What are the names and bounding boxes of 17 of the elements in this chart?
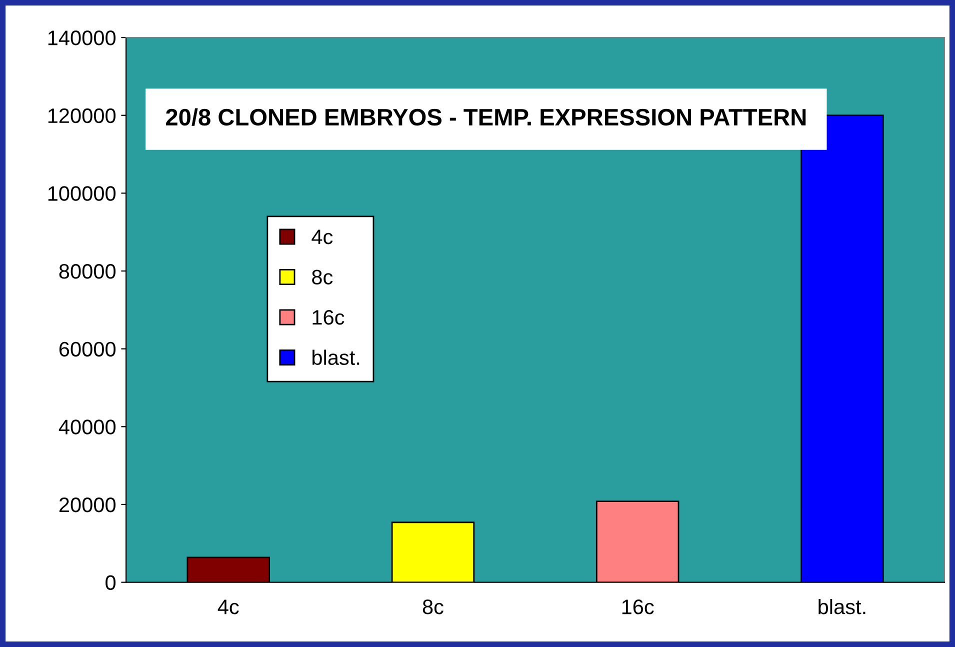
y-tick-label: 60000	[59, 342, 116, 357]
x-tick-label: 8c	[422, 600, 444, 614]
legend-label: 4c	[312, 230, 333, 244]
y-tick-label: 120000	[48, 108, 116, 124]
y-tick-label: 20000	[59, 497, 116, 512]
text: 20/8 CLONED EMBRYOS - TEMP. EXPRESSION PATTERN	[166, 108, 806, 126]
y-tick-label: 40000	[58, 420, 116, 434]
legend-label: 16c	[312, 310, 344, 325]
legend-label: blast.	[312, 350, 360, 365]
y-tick-label: 100000	[48, 186, 116, 201]
x-tick-label: blast.	[818, 598, 866, 614]
y-tick-label: 0	[106, 575, 116, 590]
x-tick-label: 4c	[218, 600, 239, 614]
x-tick-label: 16c	[622, 600, 654, 614]
y-tick-label: 80000	[59, 264, 116, 279]
y-tick-label: 140000	[48, 30, 116, 46]
legend-label: 8c	[312, 270, 333, 284]
